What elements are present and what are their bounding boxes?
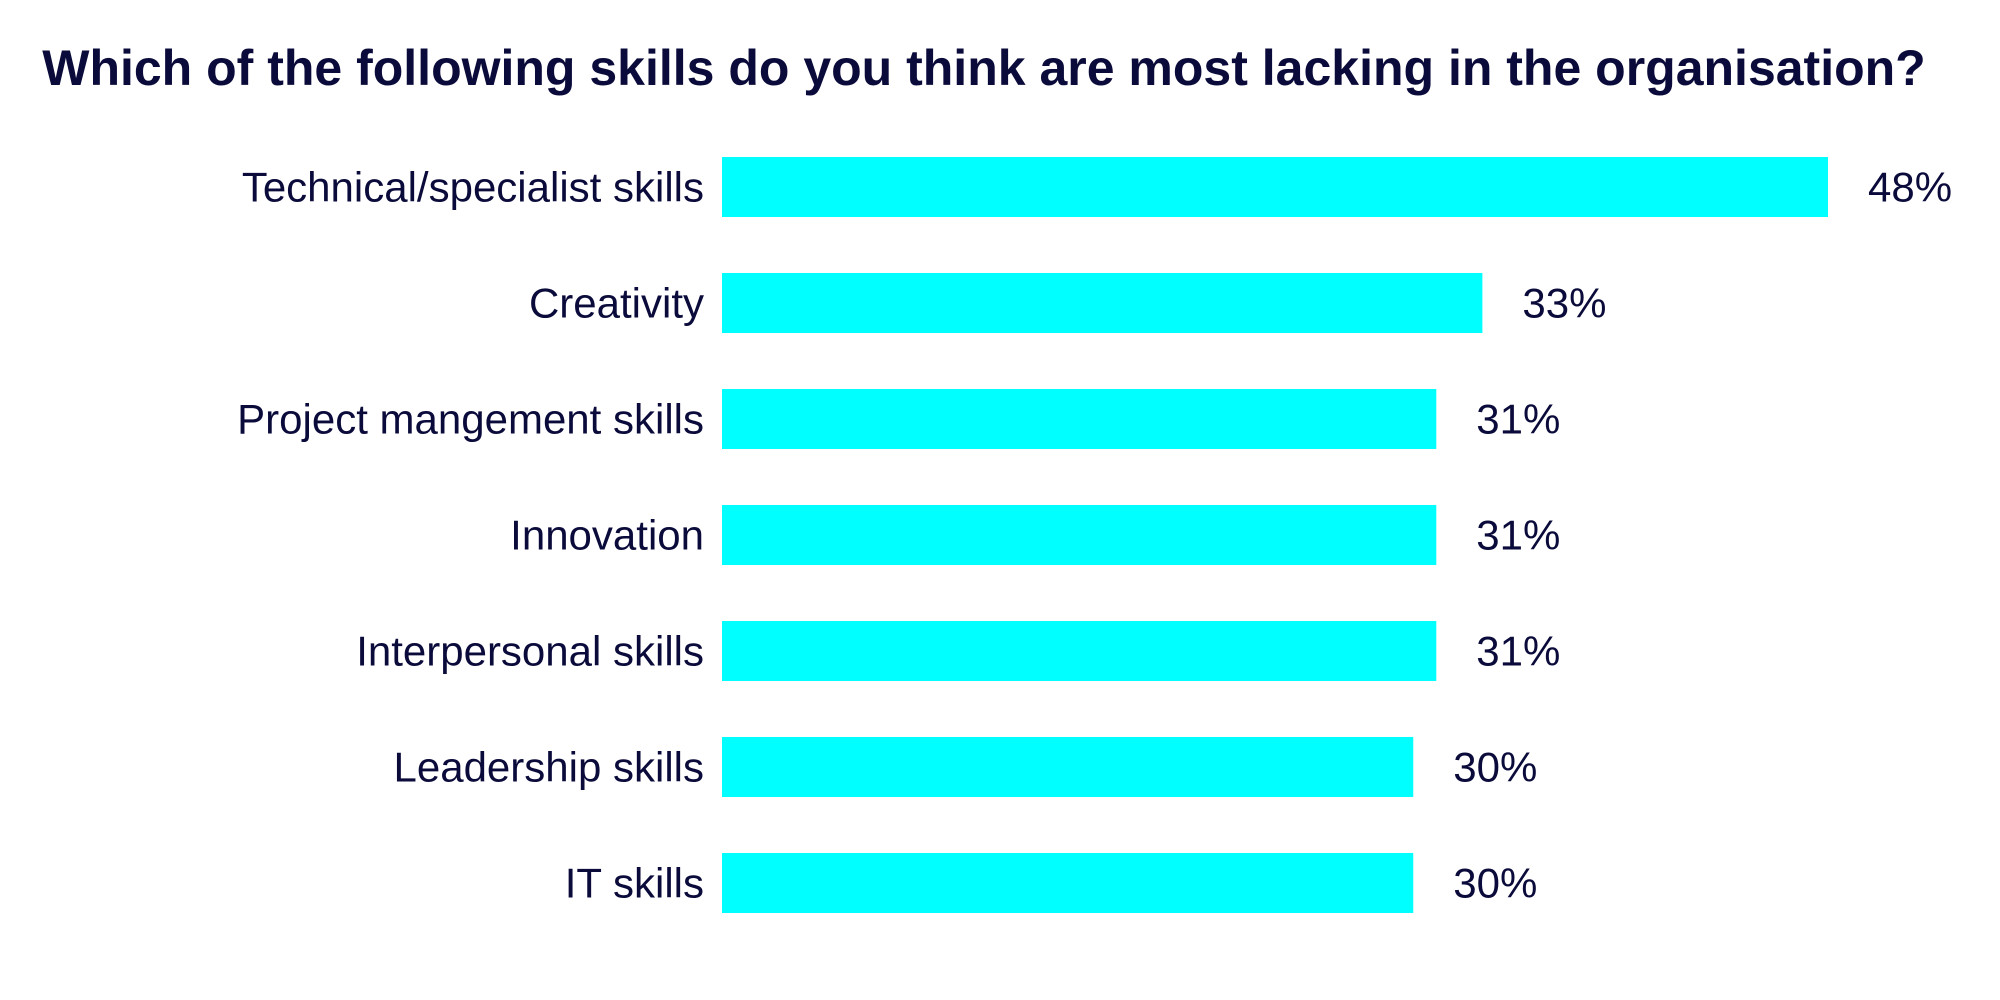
chart-title: Which of the following skills do you thi…: [42, 40, 1926, 96]
category-label: Creativity: [529, 280, 704, 327]
value-label: 31%: [1476, 628, 1560, 675]
category-labels: Technical/specialist skills Creativity Pro…: [237, 164, 704, 907]
bar-3: [722, 505, 1437, 565]
value-label: 30%: [1453, 744, 1537, 791]
category-label: Interpersonal skills: [356, 628, 704, 675]
category-label: Leadership skills: [394, 744, 705, 791]
value-labels: 48% 33% 31% 31% 31% 30% 30%: [1453, 164, 1952, 907]
category-label: Project mangement skills: [237, 396, 704, 443]
value-label: 33%: [1522, 280, 1606, 327]
category-label: Innovation: [510, 512, 704, 559]
bar-4: [722, 621, 1437, 681]
value-label: 31%: [1476, 512, 1560, 559]
category-label: IT skills: [565, 860, 704, 907]
category-label: Technical/specialist skills: [242, 164, 704, 211]
bar-1: [722, 273, 1483, 333]
bar-2: [722, 389, 1437, 449]
value-label: 30%: [1453, 860, 1537, 907]
value-label: 48%: [1868, 164, 1952, 211]
bar-0: [722, 157, 1828, 217]
value-label: 31%: [1476, 396, 1560, 443]
bar-6: [722, 853, 1414, 913]
bar-5: [722, 737, 1414, 797]
bars-group: [722, 157, 1828, 913]
